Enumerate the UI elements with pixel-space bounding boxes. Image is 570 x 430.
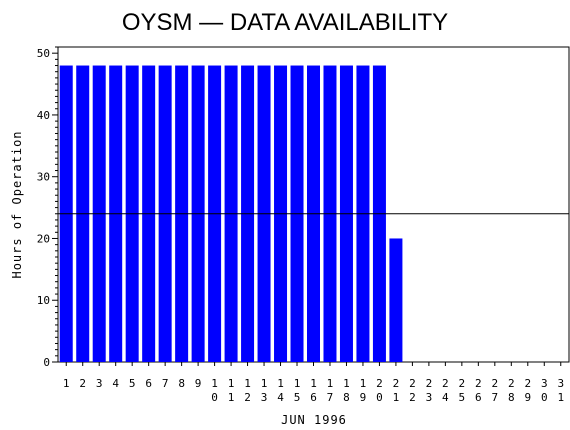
chart-title: OYSM — DATA AVAILABILITY <box>122 9 448 36</box>
x-tick-label: 4 <box>112 377 119 390</box>
y-tick-label: 20 <box>37 232 50 245</box>
y-tick-label: 40 <box>37 109 50 122</box>
y-axis: 0 10 20 30 40 50 <box>37 46 58 369</box>
x-tick-label: 2 <box>79 377 86 390</box>
y-axis-label: Hours of Operation <box>10 130 24 278</box>
y-tick-label: 0 <box>43 356 50 369</box>
x-axis-label: JUN 1996 <box>281 413 347 427</box>
y-tick-label: 10 <box>37 294 50 307</box>
y-tick-label: 50 <box>37 47 50 60</box>
x-tick-label: 9 <box>195 377 202 390</box>
x-tick-label: 5 <box>129 377 136 390</box>
x-axis: 1 2 3 4 5 6 7 8 9 1 01 11 21 31 41 51 61 71 81 92 02 12 22 32 42… <box>63 362 564 404</box>
x-tick-label: 1 <box>63 377 70 390</box>
x-tick-label: 8 <box>178 377 185 390</box>
x-tick-label: 7 <box>162 377 169 390</box>
bar <box>389 238 403 362</box>
x-tick-label: 6 <box>145 377 152 390</box>
y-tick-label: 30 <box>37 171 50 184</box>
x-tick-label: 3 <box>96 377 103 390</box>
